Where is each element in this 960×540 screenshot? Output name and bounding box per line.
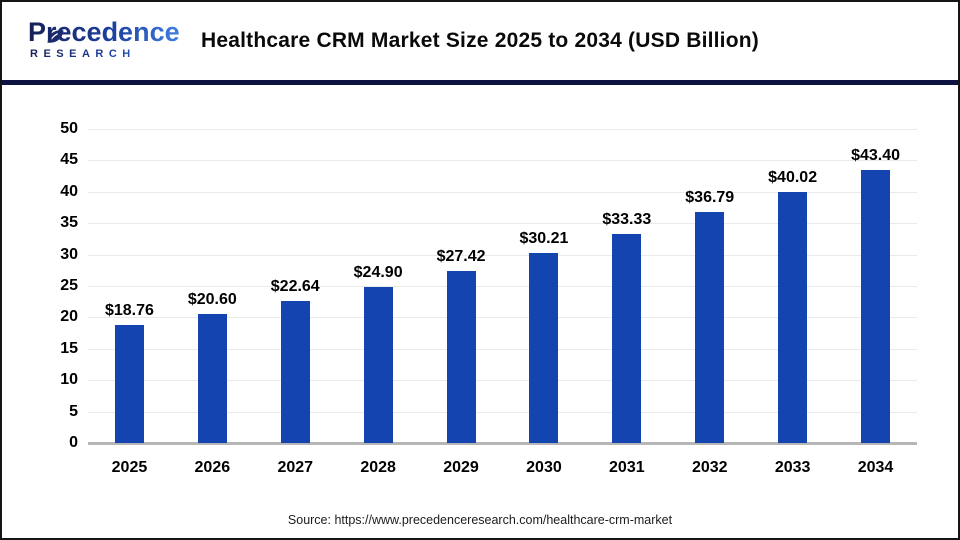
y-axis-tick-label: 5: [69, 402, 78, 420]
x-axis-label-2030: 2030: [526, 459, 562, 476]
header: Precedence RESEARCH Healthcare CRM Marke…: [2, 2, 958, 80]
y-axis-tick-label: 20: [60, 308, 78, 326]
bar-value-label: $43.40: [851, 147, 900, 165]
bar-2026: [197, 313, 227, 443]
leaf-icon: [47, 30, 64, 43]
bar-2031: [612, 233, 642, 443]
y-axis-tick-label: 15: [60, 339, 78, 357]
logo: Precedence RESEARCH: [26, 19, 180, 60]
gridline: [88, 223, 917, 225]
bar-value-label: $36.79: [685, 188, 735, 206]
bar-value-label: $24.90: [353, 263, 403, 281]
y-axis-tick-label: 0: [69, 434, 78, 451]
gridline: [88, 411, 917, 413]
x-axis-label-2031: 2031: [609, 459, 645, 476]
chart-title: Healthcare CRM Market Size 2025 to 2034 …: [201, 29, 759, 52]
bar-value-label: $30.21: [519, 230, 569, 248]
x-axis-line: [88, 442, 917, 445]
bar-2029: [446, 270, 476, 443]
bar-value-label: $33.33: [602, 210, 652, 228]
gridline: [88, 380, 917, 382]
y-axis-tick-label: 10: [60, 371, 78, 389]
y-axis-tick-label: 50: [60, 120, 78, 137]
y-axis-tick-label: 45: [60, 151, 78, 169]
gridline: [88, 160, 917, 162]
gridline: [88, 254, 917, 256]
bar-2030: [529, 253, 559, 443]
bar-value-label: $22.64: [270, 277, 320, 295]
gridline: [88, 348, 917, 350]
y-axis-tick-label: 30: [60, 245, 78, 263]
logo-wordmark: Precedence: [28, 17, 180, 47]
footer: Source: https://www.precedenceresearch.c…: [2, 511, 958, 529]
bar-2033: [778, 191, 808, 443]
bar-value-label: $40.02: [768, 168, 818, 186]
x-axis-label-2033: 2033: [774, 459, 811, 476]
bar-2032: [695, 211, 725, 443]
x-axis-label-2025: 2025: [111, 459, 148, 476]
x-axis-label-2029: 2029: [443, 459, 479, 476]
x-axis-label-2028: 2028: [360, 459, 396, 476]
bar-2028: [363, 286, 393, 443]
chart-plot-area: 0 5 10 15 20 25 30 35 40 45 50 $18.76 2025 $20.60 2026…: [2, 85, 958, 490]
x-axis-label-2034: 2034: [857, 459, 894, 476]
y-axis-tick-label: 25: [60, 277, 78, 294]
y-axis-tick-label: 35: [60, 214, 78, 232]
x-axis-label-2026: 2026: [194, 459, 231, 476]
bar-value-label: $20.60: [187, 290, 237, 308]
x-axis-label-2032: 2032: [691, 459, 728, 476]
bar-value-label: $18.76: [104, 302, 154, 320]
gridline: [88, 129, 917, 130]
gridline: [88, 317, 917, 319]
bar-value-label: $27.42: [436, 247, 486, 265]
bar-2034: [861, 170, 891, 443]
bar-2027: [280, 300, 310, 443]
gridline: [88, 191, 917, 193]
header-divider: [2, 80, 958, 85]
x-axis-label-2027: 2027: [277, 459, 314, 476]
logo-subtitle: RESEARCH: [26, 49, 180, 60]
gridline: [88, 286, 917, 287]
source-text: Source: https://www.precedenceresearch.c…: [287, 513, 673, 527]
bar-2025: [114, 325, 144, 443]
y-axis-tick-label: 40: [60, 182, 78, 200]
